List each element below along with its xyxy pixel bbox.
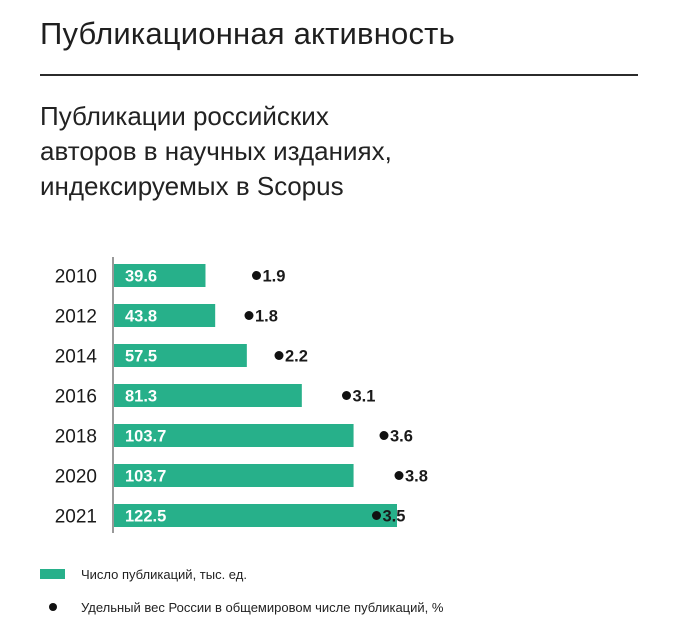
legend-swatch-dot [48, 603, 57, 611]
bar [114, 304, 216, 327]
bar [114, 264, 206, 287]
bar-value-label: 57.5 [125, 348, 157, 366]
y-tick-label: 2012 [55, 307, 97, 328]
bar-value-label: 43.8 [125, 308, 157, 326]
y-tick-label: 2018 [55, 427, 97, 448]
dot-value-label: 3.5 [383, 508, 406, 526]
title-divider [40, 74, 638, 76]
bar [114, 384, 302, 407]
dot-value-label: 3.8 [405, 468, 428, 486]
bar-chart: 2010 39.6 1.9 2012 43.8 1.8 2014 57.5 2.2 2016 81.… [55, 257, 428, 533]
chart-legend: Число публикаций, тыс. ед. Удельный вес … [40, 566, 443, 632]
bar-value-label: 39.6 [125, 268, 157, 286]
y-tick-label: 2021 [55, 507, 97, 528]
bar-value-label: 122.5 [125, 508, 166, 526]
dot-marker [394, 471, 404, 480]
bar-value-label: 81.3 [125, 388, 157, 406]
chart-subtitle: Публикации российских авторов в научных … [40, 101, 392, 201]
dot-marker [379, 431, 389, 440]
bar [114, 464, 354, 487]
bar [114, 344, 247, 367]
dot-value-label: 1.9 [263, 268, 286, 286]
legend-swatch-bar [40, 569, 65, 579]
dot-marker [252, 271, 261, 280]
legend-label-publications: Число публикаций, тыс. ед. [81, 566, 247, 582]
dot-value-label: 2.2 [285, 348, 308, 366]
y-tick-label: 2014 [55, 347, 98, 368]
dot-value-label: 3.6 [390, 428, 413, 446]
legend-item-publications: Число публикаций, тыс. ед. [40, 566, 443, 582]
y-tick-label: 2010 [55, 267, 97, 288]
page-title: Публикационная активность [40, 16, 455, 51]
dot-marker [274, 351, 284, 360]
legend-label-share: Удельный вес России в общемировом числе … [81, 599, 444, 615]
y-tick-label: 2016 [55, 387, 97, 408]
bar [114, 424, 354, 447]
dot-marker [372, 511, 381, 520]
y-tick-label: 2020 [55, 467, 97, 488]
dot-marker [244, 311, 254, 320]
legend-item-share: Удельный вес России в общемировом числе … [40, 599, 443, 615]
bar [114, 504, 397, 527]
dot-marker [342, 391, 351, 400]
dot-value-label: 3.1 [353, 388, 376, 406]
bar-value-label: 103.7 [125, 468, 166, 486]
dot-value-label: 1.8 [255, 308, 278, 326]
bar-value-label: 103.7 [125, 428, 166, 446]
